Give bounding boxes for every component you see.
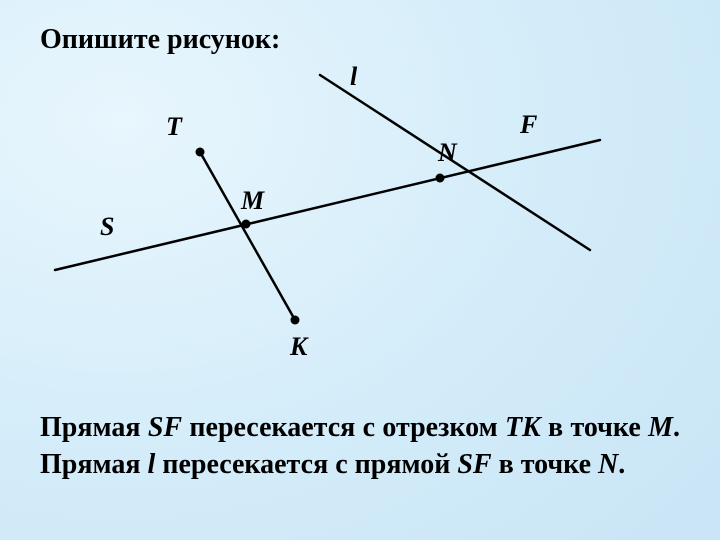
ans-tk: TK [505,412,541,443]
ans-sf1: SF [148,412,182,443]
ans-p1: Прямая [40,412,148,443]
ans-p3: в точке [541,412,648,443]
page: Опишите рисунок: lTFNSMK Прямая SF перес… [0,0,720,540]
answer-text: Прямая SF пересекается с отрезком TK в т… [40,410,680,484]
segment-TK [200,152,295,320]
ans-p2: пересекается с отрезком [182,412,505,443]
line-SF [55,140,600,270]
point-M [242,220,251,229]
label-M: M [241,186,264,216]
ans-n: N [598,449,618,480]
label-T: T [166,112,182,142]
label-S: S [100,212,114,242]
label-F: F [520,110,537,140]
ans-p5: пересекается с прямой [155,449,457,480]
ans-m: M [648,412,673,443]
ans-sf2: SF [457,449,491,480]
ans-p7: . [618,449,625,480]
point-K [291,316,300,325]
label-title-l: l [350,62,357,92]
label-N: N [438,138,457,168]
label-K: K [290,332,307,362]
ans-p6: в точке [492,449,598,480]
point-T [196,148,205,157]
point-N [436,174,445,183]
